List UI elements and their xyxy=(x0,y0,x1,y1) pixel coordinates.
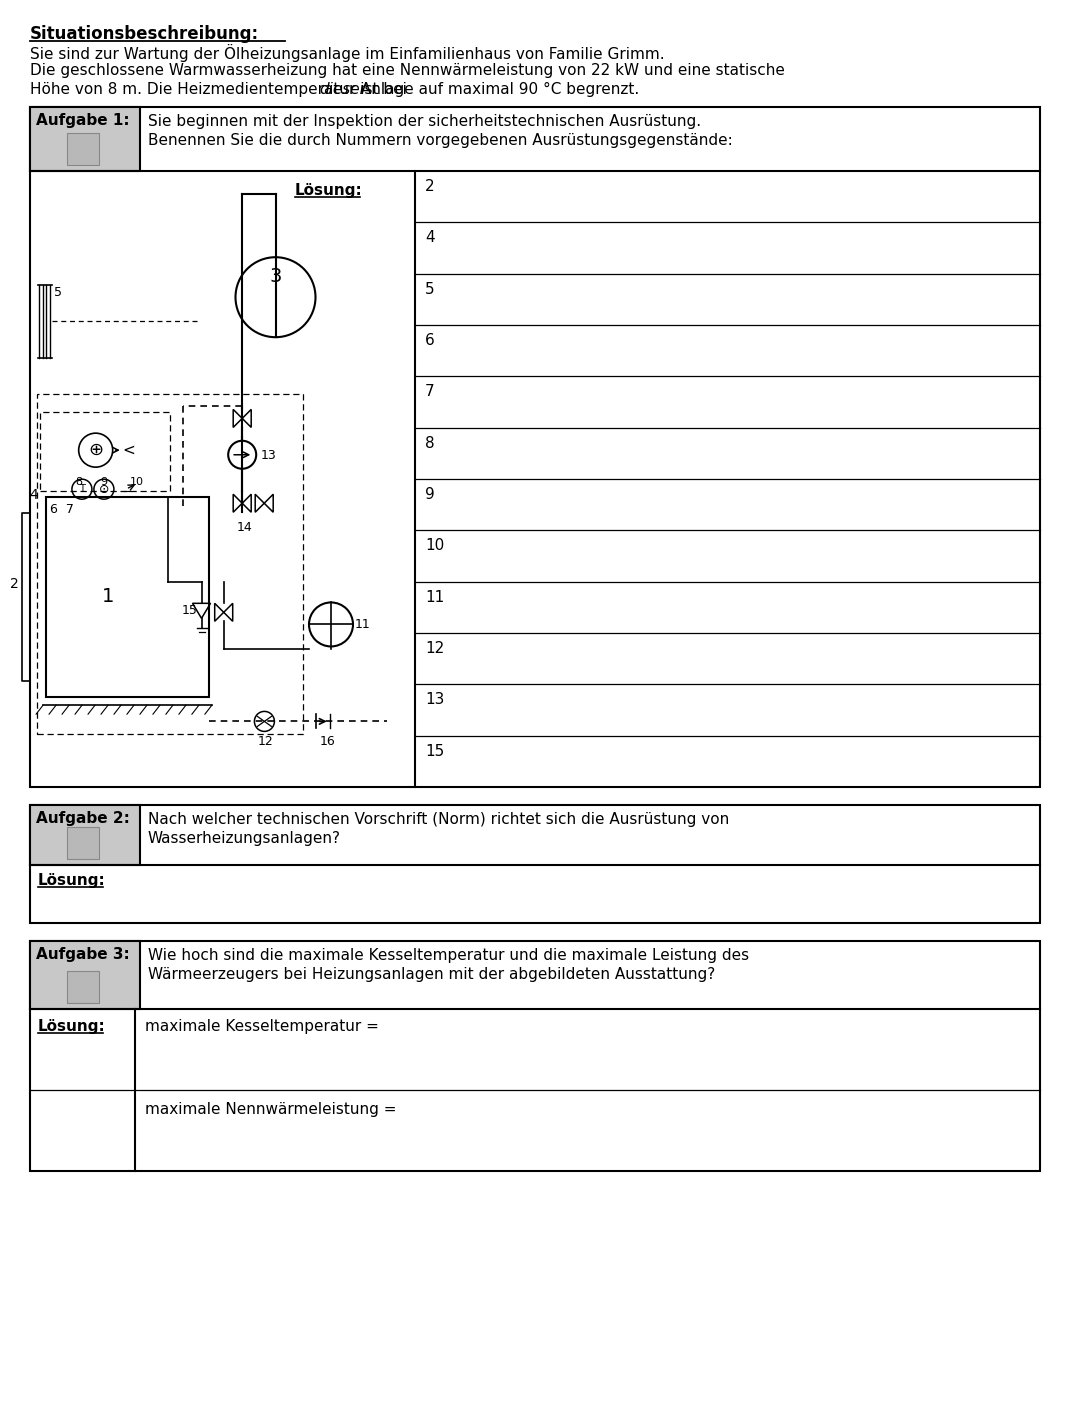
Bar xyxy=(30,107,1040,787)
Text: Lösung:: Lösung: xyxy=(38,873,106,887)
Text: Die geschlossene Warmwasserheizung hat eine Nennwärmeleistung von 22 kW und eine: Die geschlossene Warmwasserheizung hat e… xyxy=(30,63,785,79)
Text: 2: 2 xyxy=(425,179,435,193)
Bar xyxy=(30,107,140,171)
Text: 14: 14 xyxy=(237,522,252,534)
Text: <: < xyxy=(123,443,135,457)
Bar xyxy=(41,412,169,491)
Text: dieser: dieser xyxy=(319,81,366,97)
Text: ⊕: ⊕ xyxy=(88,442,103,458)
Text: 4: 4 xyxy=(425,230,435,245)
Text: maximale Nennwärmeleistung =: maximale Nennwärmeleistung = xyxy=(145,1102,397,1117)
Text: Aufgabe 1:: Aufgabe 1: xyxy=(36,114,130,128)
Text: Sie beginnen mit der Inspektion der sicherheitstechnischen Ausrüstung.: Sie beginnen mit der Inspektion der sich… xyxy=(148,114,701,129)
Text: 11: 11 xyxy=(425,590,445,604)
Text: Höhe von 8 m. Die Heizmedientemperatur ist bei: Höhe von 8 m. Die Heizmedientemperatur i… xyxy=(30,81,411,97)
Text: 6  7: 6 7 xyxy=(50,503,74,516)
Text: 1: 1 xyxy=(101,587,114,606)
Text: 10: 10 xyxy=(130,477,144,486)
Text: 8: 8 xyxy=(75,477,82,486)
Bar xyxy=(30,941,140,1009)
Text: 3: 3 xyxy=(270,266,281,286)
Bar xyxy=(30,805,140,865)
Text: Lösung:: Lösung: xyxy=(38,1019,106,1035)
Text: maximale Kesseltemperatur =: maximale Kesseltemperatur = xyxy=(145,1019,378,1035)
Text: Situationsbeschreibung:: Situationsbeschreibung: xyxy=(30,25,259,43)
Bar xyxy=(30,941,1040,1171)
Text: Anlage auf maximal 90 °C begrenzt.: Anlage auf maximal 90 °C begrenzt. xyxy=(356,81,640,97)
Bar xyxy=(37,394,304,733)
Text: ⊙: ⊙ xyxy=(99,482,109,496)
Text: 12: 12 xyxy=(257,736,273,749)
Text: Wärmeerzeugers bei Heizungsanlagen mit der abgebildeten Ausstattung?: Wärmeerzeugers bei Heizungsanlagen mit d… xyxy=(148,967,715,981)
Bar xyxy=(30,805,1040,923)
Text: 15: 15 xyxy=(425,743,445,758)
Text: 2: 2 xyxy=(10,578,18,592)
Bar xyxy=(46,498,209,697)
Text: 5: 5 xyxy=(425,282,435,297)
Bar xyxy=(67,133,99,165)
Text: 9: 9 xyxy=(100,477,107,486)
Text: 8: 8 xyxy=(425,436,435,450)
Text: 6: 6 xyxy=(425,334,435,348)
Text: 11: 11 xyxy=(355,618,371,631)
Text: 13: 13 xyxy=(425,693,445,708)
Text: Benennen Sie die durch Nummern vorgegebenen Ausrüstungsgegenstände:: Benennen Sie die durch Nummern vorgegebe… xyxy=(148,133,732,149)
Text: 7: 7 xyxy=(425,384,435,400)
Text: 10: 10 xyxy=(425,538,445,554)
Text: 15: 15 xyxy=(181,604,197,617)
Bar xyxy=(67,972,99,1002)
Text: 5: 5 xyxy=(54,286,62,299)
Text: T: T xyxy=(79,484,85,494)
Text: 9: 9 xyxy=(425,486,435,502)
Text: 16: 16 xyxy=(320,736,336,749)
Text: Wie hoch sind die maximale Kesseltemperatur und die maximale Leistung des: Wie hoch sind die maximale Kesseltempera… xyxy=(148,948,749,963)
Bar xyxy=(67,827,99,859)
Text: Aufgabe 3:: Aufgabe 3: xyxy=(36,946,130,962)
Text: Lösung:: Lösung: xyxy=(295,184,362,198)
Text: Sie sind zur Wartung der Ölheizungsanlage im Einfamilienhaus von Familie Grimm.: Sie sind zur Wartung der Ölheizungsanlag… xyxy=(30,43,664,62)
Text: Wasserheizungsanlagen?: Wasserheizungsanlagen? xyxy=(148,831,341,845)
Text: 13: 13 xyxy=(260,449,276,461)
Text: Aufgabe 2:: Aufgabe 2: xyxy=(36,810,130,826)
Text: Nach welcher technischen Vorschrift (Norm) richtet sich die Ausrüstung von: Nach welcher technischen Vorschrift (Nor… xyxy=(148,812,729,827)
Text: 4: 4 xyxy=(29,488,38,502)
Text: 12: 12 xyxy=(425,641,445,656)
